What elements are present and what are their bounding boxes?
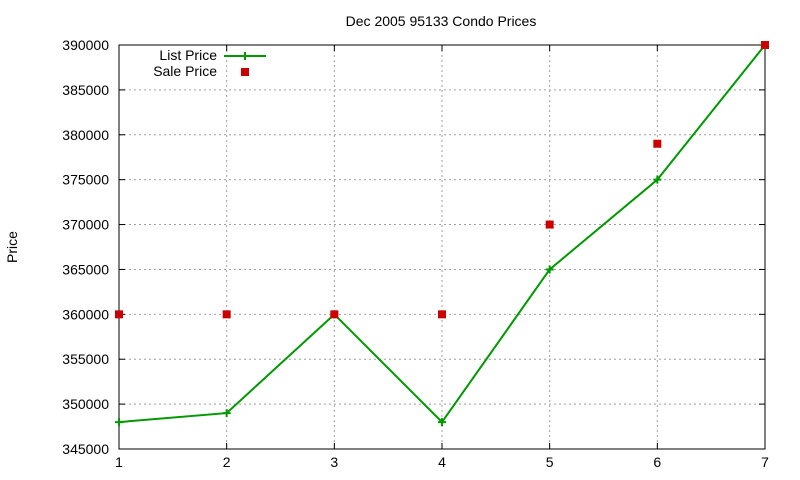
y-tick-label: 370000 xyxy=(62,217,109,233)
sale-price-point xyxy=(545,220,554,229)
y-tick-label: 365000 xyxy=(62,261,109,277)
legend-square-marker xyxy=(241,68,249,76)
y-tick-label: 350000 xyxy=(62,396,109,412)
y-tick-label: 345000 xyxy=(62,441,109,457)
x-tick-label: 3 xyxy=(330,454,338,470)
list-price-point xyxy=(653,175,662,184)
list-price-point xyxy=(545,265,554,274)
x-tick-label: 2 xyxy=(223,454,231,470)
legend-label: Sale Price xyxy=(153,63,217,79)
y-tick-label: 380000 xyxy=(62,127,109,143)
y-tick-label: 355000 xyxy=(62,351,109,367)
x-tick-label: 4 xyxy=(438,454,446,470)
legend-label: List Price xyxy=(159,47,217,63)
chart-title: Dec 2005 95133 Condo Prices xyxy=(346,13,537,29)
sale-price-point xyxy=(115,310,123,319)
grid-layer xyxy=(119,45,765,449)
sale-price-point xyxy=(761,41,769,49)
list-price-point xyxy=(438,418,446,427)
series-layer xyxy=(115,41,769,427)
tick-layer: 1 2 3 4 5 6 7 345000 350000 355000 360000 365000 370… xyxy=(62,37,769,470)
series-1 xyxy=(115,41,769,319)
x-tick-label: 6 xyxy=(653,454,661,470)
y-tick-label: 360000 xyxy=(62,306,109,322)
legend-plus-marker xyxy=(241,52,249,60)
sale-price-point xyxy=(653,139,662,148)
y-axis-label: Price xyxy=(4,231,20,263)
sale-price-point xyxy=(330,310,339,319)
x-tick-label: 5 xyxy=(546,454,554,470)
y-tick-label: 385000 xyxy=(62,82,109,98)
y-tick-label: 390000 xyxy=(62,37,109,53)
sale-price-point xyxy=(222,310,231,319)
sale-price-point xyxy=(438,310,446,319)
list-price-point xyxy=(222,409,231,418)
series-0 xyxy=(115,41,769,427)
x-tick-label: 1 xyxy=(115,454,123,470)
x-tick-label: 7 xyxy=(761,454,769,470)
list-price-point xyxy=(115,418,123,427)
y-tick-label: 375000 xyxy=(62,172,109,188)
